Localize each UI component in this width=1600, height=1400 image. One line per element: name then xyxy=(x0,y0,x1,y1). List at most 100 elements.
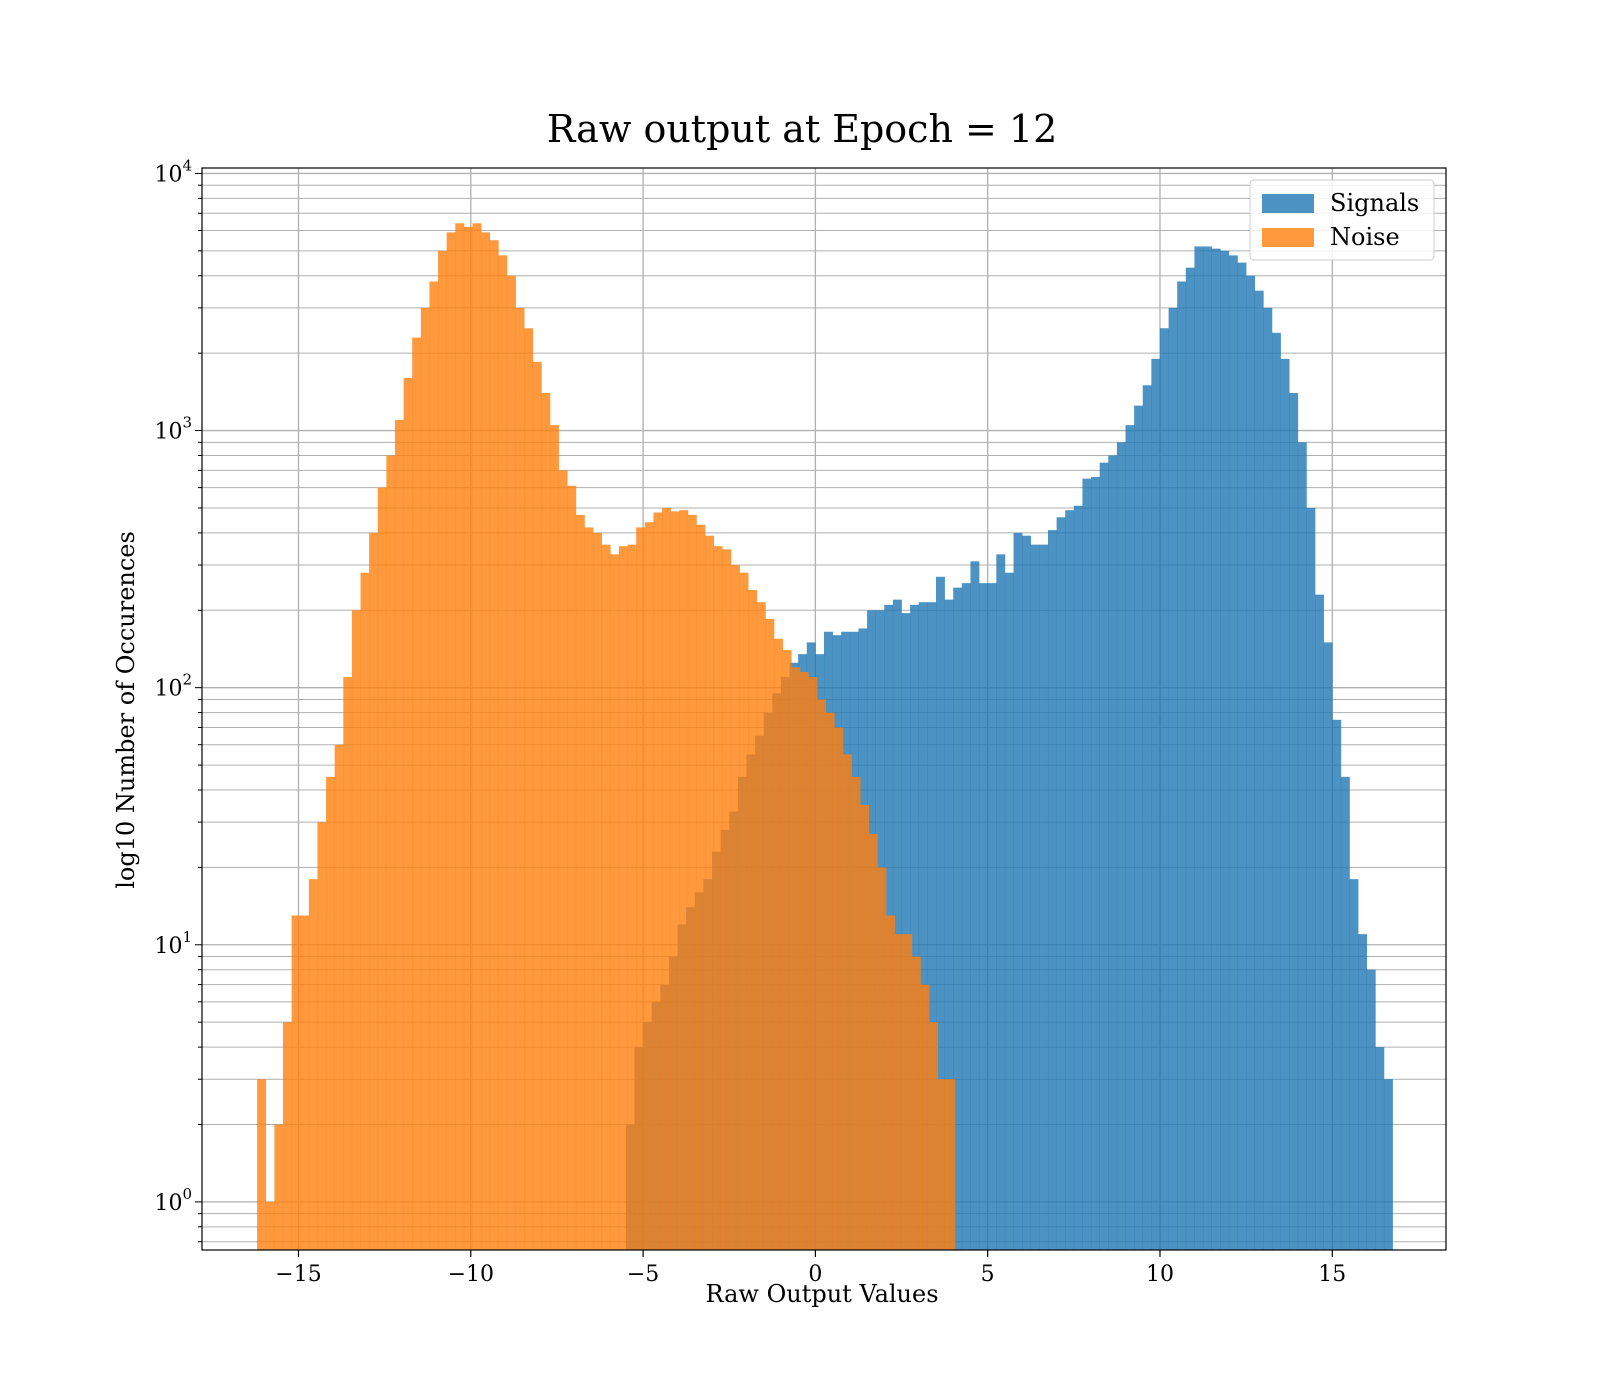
signals-bar xyxy=(1323,642,1333,1250)
y-tick-base: 10 xyxy=(154,677,182,702)
signals-bar xyxy=(1177,281,1187,1251)
noise-bar xyxy=(842,754,852,1250)
x-tick-label: 15 xyxy=(1318,1262,1346,1287)
noise-bar xyxy=(403,378,413,1250)
noise-bar xyxy=(705,535,715,1250)
noise-bar xyxy=(627,544,637,1250)
noise-bar xyxy=(730,564,740,1250)
signals-bar xyxy=(1073,505,1083,1250)
y-tick-label: 103 xyxy=(154,414,192,445)
y-tick-exponent: 3 xyxy=(182,414,192,432)
noise-bar xyxy=(360,572,370,1250)
noise-bar xyxy=(291,915,301,1250)
signals-bar xyxy=(1383,1079,1393,1250)
noise-bar xyxy=(817,699,827,1250)
y-tick-label: 104 xyxy=(154,156,192,187)
signals-bar xyxy=(1151,358,1161,1251)
legend: Signals Noise xyxy=(1249,179,1435,261)
noise-bar xyxy=(593,532,603,1250)
signals-bar xyxy=(961,583,971,1250)
noise-bar xyxy=(584,527,594,1250)
signals-bar xyxy=(944,599,954,1250)
noise-bar xyxy=(808,677,818,1250)
signals-bar xyxy=(1082,478,1092,1251)
noise-bar xyxy=(377,487,387,1250)
y-tick-exponent: 0 xyxy=(182,1185,192,1203)
signals-bar xyxy=(1271,332,1281,1250)
legend-label-signals: Signals xyxy=(1330,189,1419,217)
noise-bar xyxy=(653,512,663,1250)
signals-bar xyxy=(1108,455,1118,1251)
noise-bar xyxy=(326,776,335,1250)
signals-bar xyxy=(1099,462,1109,1251)
noise-bar xyxy=(575,514,585,1250)
signals-bar xyxy=(1022,535,1032,1250)
signals-bar xyxy=(1306,507,1316,1250)
chart-title: Raw output at Epoch = 12 xyxy=(547,107,1058,151)
signals-bar xyxy=(1056,517,1066,1250)
noise-bar xyxy=(489,240,499,1251)
signals-bar xyxy=(996,554,1006,1250)
signals-bar xyxy=(1013,532,1023,1250)
noise-bar xyxy=(394,419,404,1251)
noise-bar xyxy=(369,532,379,1250)
noise-bar xyxy=(351,610,361,1250)
noise-bar xyxy=(472,223,482,1250)
x-tick-label: 10 xyxy=(1146,1262,1174,1287)
noise-bar xyxy=(446,232,456,1251)
signals-bar xyxy=(1280,358,1290,1251)
noise-bar xyxy=(946,1079,956,1250)
y-tick-base: 10 xyxy=(154,162,182,187)
signals-bar xyxy=(1030,544,1040,1250)
noise-bar xyxy=(498,255,508,1251)
noise-bar xyxy=(558,470,568,1250)
noise-bar xyxy=(920,984,930,1250)
noise-bar xyxy=(851,776,861,1250)
noise-bar xyxy=(532,361,542,1250)
noise-bar xyxy=(481,232,491,1251)
noise-bar xyxy=(257,1079,267,1250)
signals-bar xyxy=(1159,328,1169,1250)
noise-bar xyxy=(550,425,559,1250)
noise-bar xyxy=(937,1079,947,1250)
noise-bar xyxy=(687,514,697,1250)
signals-bar xyxy=(927,602,937,1250)
signals-bar xyxy=(1125,425,1135,1250)
noise-bar xyxy=(748,589,758,1250)
noise-bar xyxy=(644,522,654,1250)
noise-bar xyxy=(412,337,422,1250)
noise-bar xyxy=(610,554,620,1250)
noise-bar xyxy=(541,392,551,1250)
noise-bar xyxy=(429,281,439,1251)
noise-bar xyxy=(636,527,646,1250)
noise-bar xyxy=(713,546,723,1250)
signals-bar xyxy=(1263,307,1273,1250)
signals-bar xyxy=(1220,250,1230,1251)
signals-bar xyxy=(1116,442,1126,1250)
noise-bar xyxy=(455,223,465,1250)
noise-bar xyxy=(438,250,447,1251)
signals-bar xyxy=(970,561,980,1250)
noise-bar xyxy=(765,618,775,1250)
noise-bar xyxy=(886,915,895,1250)
signals-bar xyxy=(1349,879,1359,1250)
noise-bar xyxy=(601,544,611,1250)
y-tick-exponent: 2 xyxy=(182,671,192,689)
noise-bar xyxy=(265,1201,275,1250)
signals-bar xyxy=(935,576,945,1250)
y-tick-exponent: 1 xyxy=(182,928,192,946)
noise-bar xyxy=(799,672,809,1250)
signals-bar xyxy=(987,583,997,1250)
noise-bar xyxy=(463,226,473,1250)
noise-bar xyxy=(420,307,430,1250)
y-tick-base: 10 xyxy=(154,934,182,959)
signals-bar xyxy=(1315,594,1324,1250)
plot-frame xyxy=(201,167,1447,1251)
signals-bar xyxy=(1142,385,1152,1251)
noise-bar xyxy=(300,915,310,1250)
noise-bar xyxy=(506,275,516,1251)
signals-bar xyxy=(1134,405,1144,1250)
y-tick-base: 10 xyxy=(154,1191,182,1216)
noise-bar xyxy=(834,727,844,1250)
signals-bar xyxy=(1366,969,1376,1250)
